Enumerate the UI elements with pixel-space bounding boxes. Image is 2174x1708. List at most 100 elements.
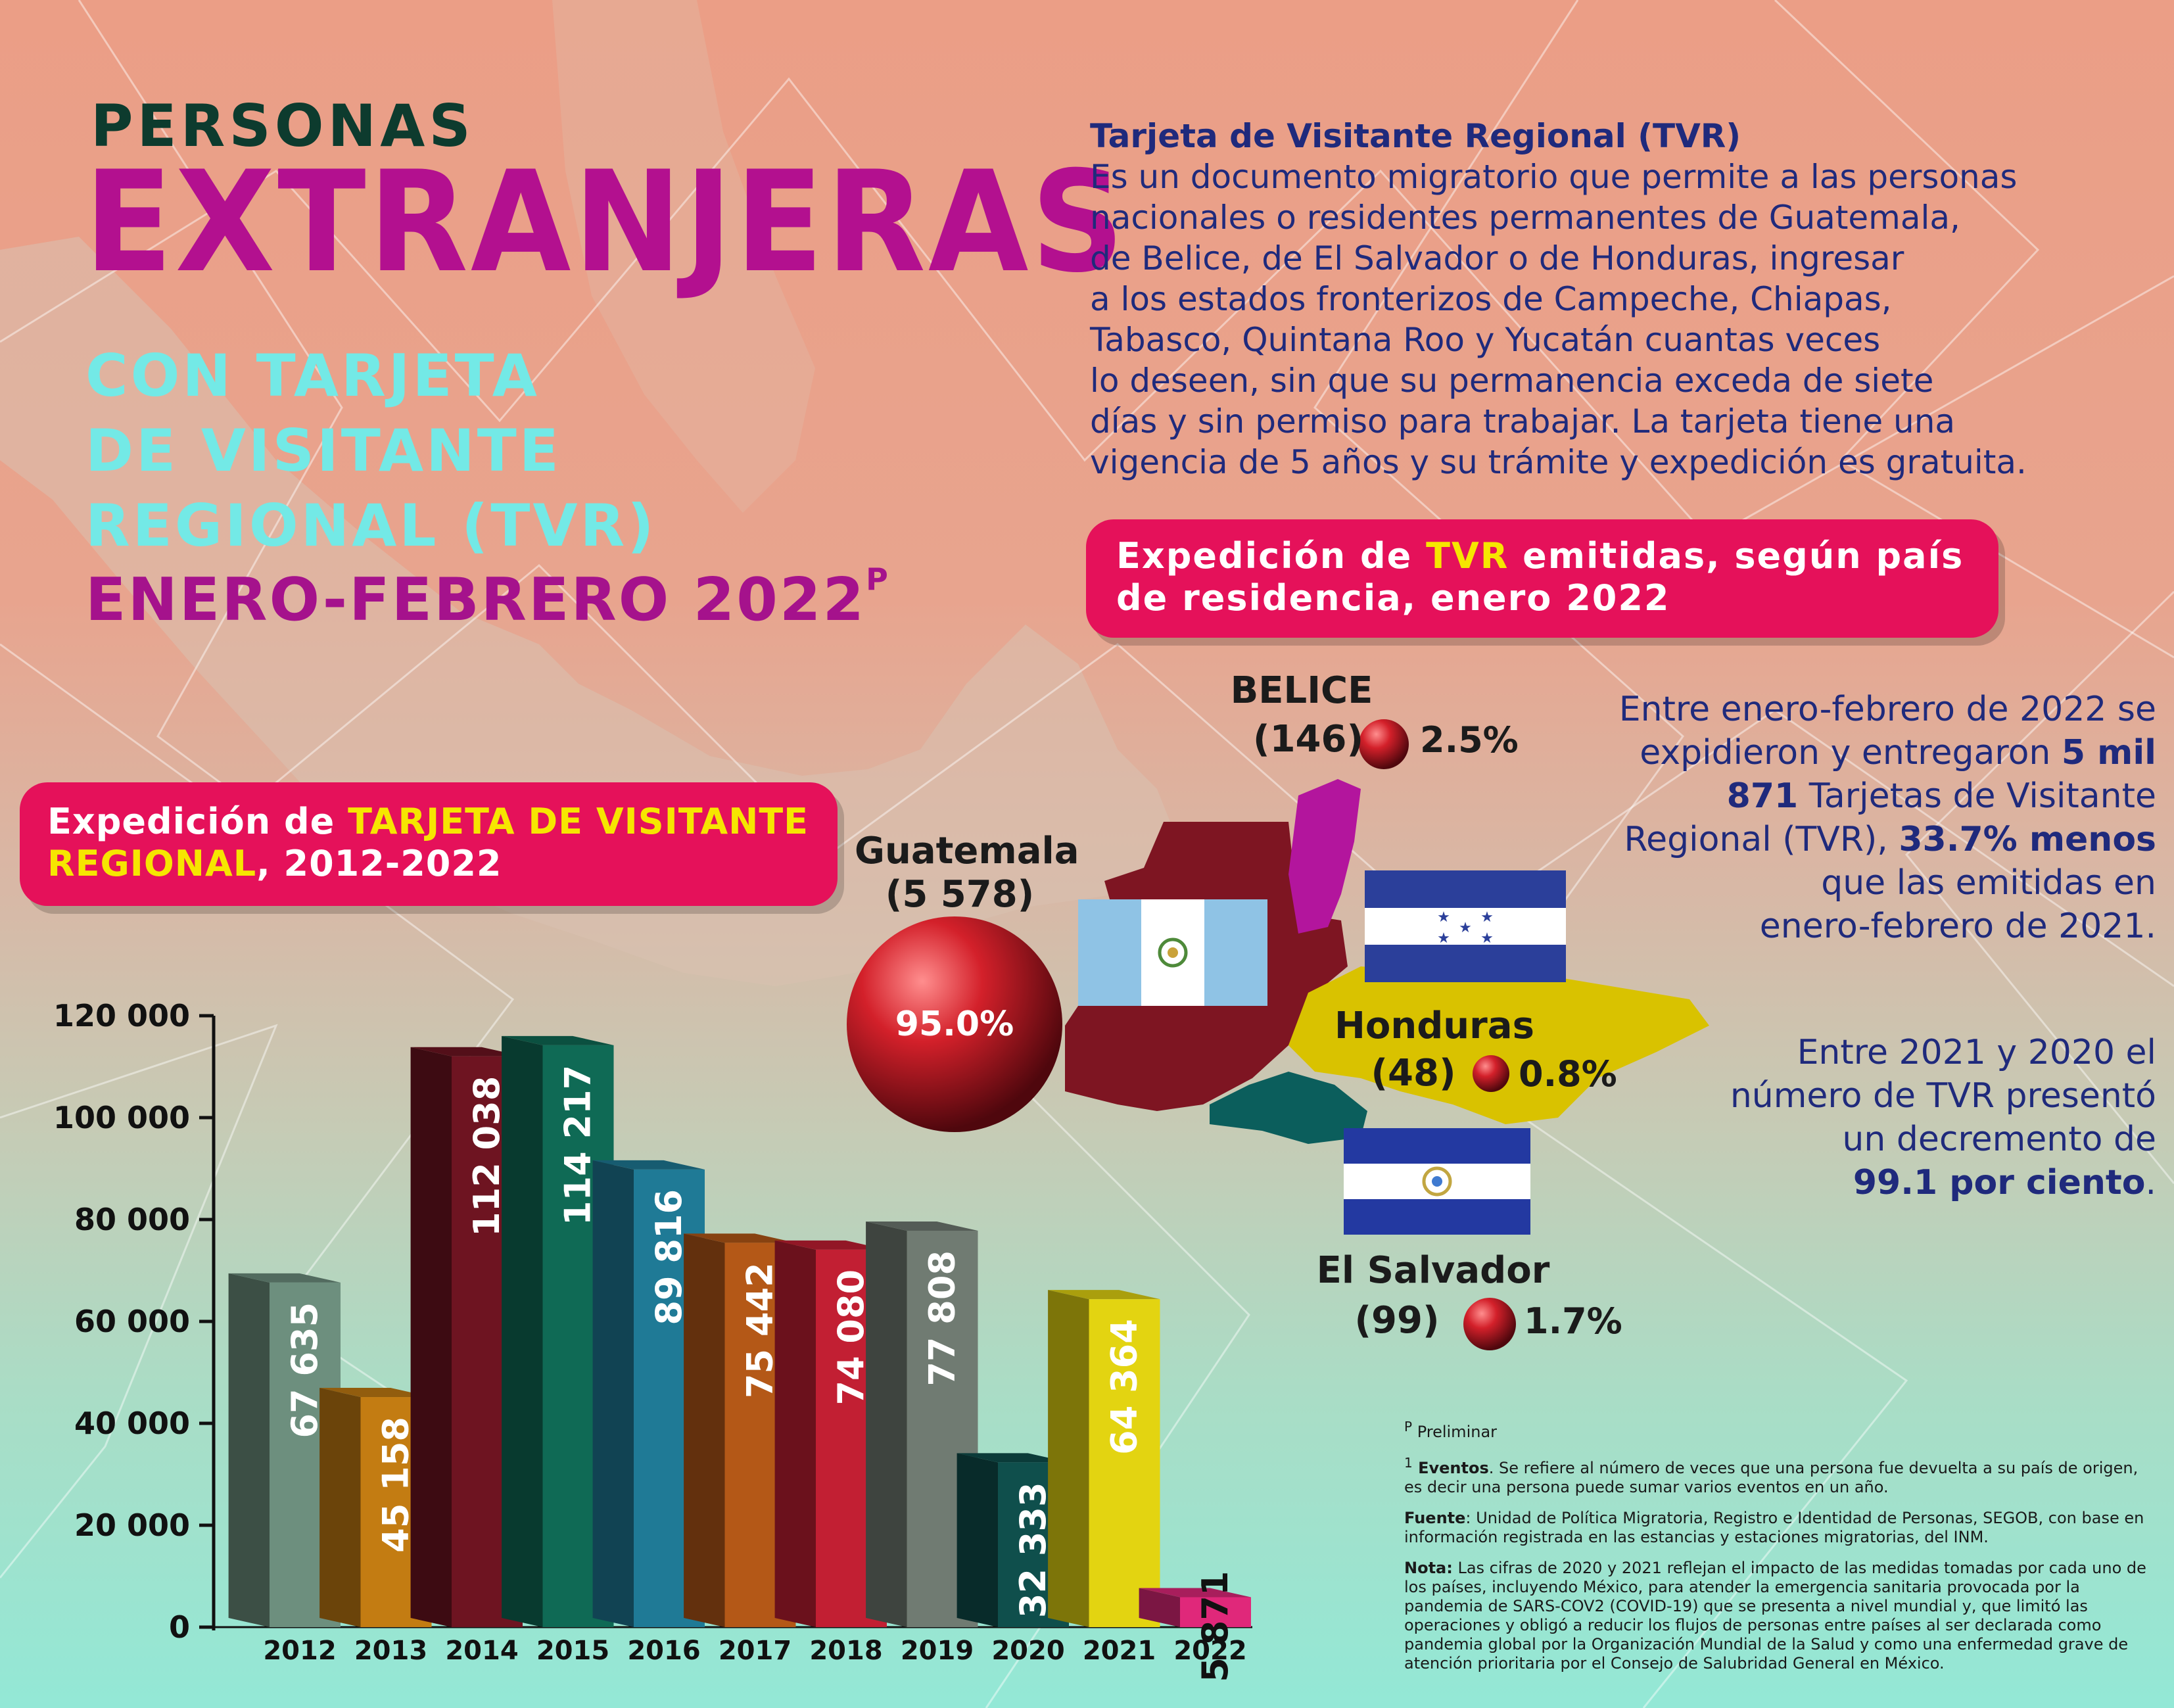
honduras-count: (48) (1371, 1052, 1456, 1095)
stat1-text: expidieron y entregaron (1640, 733, 2062, 772)
el-salvador-label: El Salvador (1302, 1249, 1565, 1293)
bar (1180, 1597, 1251, 1627)
note-source: Fuente: Unidad de Política Migratoria, R… (1404, 1509, 2154, 1547)
description-line: de Belice, de El Salvador o de Honduras,… (1090, 239, 1904, 277)
x-tick-label: 2012 (263, 1636, 336, 1666)
belize-count: (146) (1253, 718, 1364, 761)
guatemala-count: (5 578) (885, 873, 1035, 916)
note-ev-text: . Se refiere al número de veces que una … (1404, 1459, 2139, 1496)
chart-title: Expedición de TARJETA DE VISITANTE REGIO… (20, 782, 838, 906)
description-line: Tabasco, Quintana Roo y Yucatán cuantas … (1090, 321, 1881, 359)
title-line-3b: DE VISITANTE (85, 417, 561, 485)
stat1-bold: 871 (1726, 776, 1799, 816)
belize-shape (1288, 779, 1361, 934)
bar-top (502, 1035, 614, 1045)
bar-top (1139, 1588, 1251, 1598)
stat1-line: Regional (TVR), 33.7% menos (1512, 818, 2156, 861)
svg-text:★: ★ (1437, 930, 1450, 947)
svg-text:★: ★ (1480, 930, 1494, 947)
stat1-text: Regional (TVR), (1624, 820, 1899, 859)
stat2-line: Entre 2021 y 2020 el (1797, 1033, 2156, 1072)
x-tick-label: 2013 (354, 1636, 427, 1666)
guatemala-name: Guatemala (855, 830, 1079, 872)
stat2-end: . (2145, 1163, 2156, 1202)
y-tick-label: 60 000 (74, 1304, 190, 1339)
description-line: Es un documento migratorio que permite a… (1090, 158, 2018, 196)
bar-top (410, 1047, 523, 1056)
belize-pct: 2.5% (1420, 719, 1519, 761)
description-line: a los estados fronterizos de Campeche, C… (1090, 280, 1892, 318)
y-tick-label: 40 000 (74, 1406, 190, 1441)
note-src-text: : Unidad de Política Migratoria, Registr… (1404, 1509, 2144, 1546)
honduras-name: Honduras (1335, 1005, 1534, 1047)
stat1-bold: 5 mil (2061, 733, 2156, 772)
bar-side (592, 1160, 634, 1627)
x-tick-label: 2014 (445, 1636, 518, 1666)
guatemala-flag (1078, 899, 1267, 1006)
stat1-line: enero-febrero de 2021. (1759, 907, 2156, 946)
x-tick-label: 2019 (901, 1636, 974, 1666)
svg-text:★: ★ (1437, 909, 1450, 926)
chart-title-a: Expedición de (47, 801, 348, 842)
stat1-text: Tarjetas de Visitante (1798, 776, 2156, 816)
stat1-line: expidieron y entregaron 5 mil (1512, 731, 2156, 774)
title-line-3a: CON TARJETA (85, 342, 540, 410)
bar-side (684, 1233, 725, 1627)
note-src-bold: Fuente (1404, 1509, 1466, 1527)
title-period-text: ENERO-FEBRERO 2022 (85, 565, 866, 634)
map-title-a: Expedición de (1116, 535, 1427, 577)
bar-side (410, 1047, 452, 1627)
honduras-flag: ★ ★ ★ ★ ★ (1365, 870, 1566, 982)
guatemala-pct: 95.0% (895, 1005, 1014, 1044)
note-events: 1 Eventos. Se refiere al número de veces… (1404, 1454, 2154, 1497)
y-tick-label: 120 000 (53, 998, 190, 1033)
bar-top (592, 1160, 705, 1170)
bar (1089, 1299, 1160, 1627)
bar-side (774, 1240, 816, 1627)
bar-top (774, 1240, 887, 1250)
description-line: vigencia de 5 años y su trámite y expedi… (1090, 443, 2027, 481)
x-tick-label: 2016 (627, 1636, 700, 1666)
bar-top (1048, 1290, 1160, 1300)
bar-value-label: 5 871 (1194, 1571, 1236, 1682)
bar-top (319, 1388, 432, 1398)
stat2-line: un decremento de (1842, 1120, 2156, 1159)
x-tick-label: 2021 (1083, 1636, 1156, 1666)
note-ev-sup: 1 (1404, 1455, 1413, 1471)
note-covid: Nota: Las cifras de 2020 y 2021 reflejan… (1404, 1559, 2154, 1673)
bar-value-label: 77 808 (922, 1250, 963, 1387)
stat2-line: 99.1 por ciento. (1512, 1161, 2156, 1204)
chart-title-b: , 2012-2022 (256, 843, 502, 884)
chart-title-hl1: TARJETA DE VISITANTE (348, 801, 809, 842)
stat1-line: que las emitidas en (1821, 863, 2156, 903)
belize-label: BELICE (1229, 669, 1374, 713)
bar-value-label: 64 364 (1104, 1319, 1145, 1455)
honduras-pct: 0.8% (1519, 1053, 1617, 1095)
stat1-bold: 33.7% menos (1899, 820, 2156, 859)
description-line: nacionales o residentes permanentes de G… (1090, 199, 1960, 237)
bar-side (228, 1273, 270, 1627)
bar-side (957, 1453, 998, 1627)
belize-name: BELICE (1230, 669, 1373, 712)
stat2-bold: 99.1 por ciento (1853, 1163, 2146, 1202)
el-salvador-bubble (1463, 1298, 1516, 1350)
y-tick-label: 0 (169, 1609, 190, 1645)
description-heading: Tarjeta de Visitante Regional (TVR) (1090, 117, 1741, 155)
bar-value-label: 89 816 (648, 1189, 690, 1325)
description-line: lo deseen, sin que su permanencia exceda… (1090, 362, 1934, 400)
map-title-highlight: TVR (1426, 535, 1509, 577)
honduras-label: Honduras (1335, 1005, 1534, 1048)
belize-bubble (1359, 719, 1409, 769)
bar-top (684, 1233, 796, 1243)
note-ev-bold: Eventos (1412, 1459, 1489, 1477)
x-tick-label: 2017 (719, 1636, 792, 1666)
title-period: ENERO-FEBRERO 2022P (85, 561, 890, 634)
bar-side (1139, 1588, 1180, 1627)
bar-value-label: 32 333 (1012, 1482, 1054, 1618)
y-tick-label: 80 000 (74, 1202, 190, 1237)
footnotes: P Preliminar 1 Eventos. Se refiere al nú… (1404, 1417, 2154, 1685)
bar-side (502, 1035, 543, 1627)
title-line-3: CON TARJETA DE VISITANTE REGIONAL (TVR) (85, 339, 656, 563)
